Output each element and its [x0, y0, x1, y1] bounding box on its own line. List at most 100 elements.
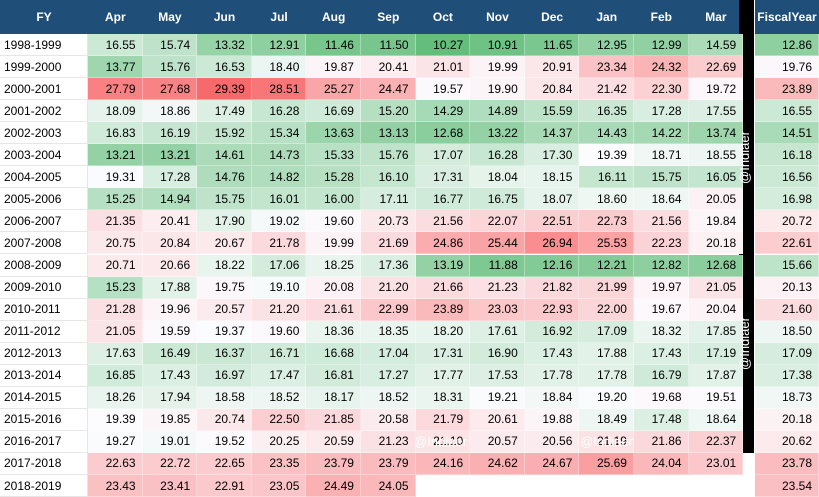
value-cell: 20.08: [306, 276, 361, 299]
value-cell: 21.23: [361, 430, 416, 453]
value-cell: 17.43: [634, 342, 689, 365]
fiscal-year-cell: 23.89: [755, 78, 819, 101]
value-cell: 17.36: [361, 254, 416, 277]
value-cell: 17.61: [470, 320, 525, 343]
value-cell: 16.81: [306, 364, 361, 387]
value-cell: 16.55: [88, 34, 143, 56]
value-cell: 19.99: [306, 232, 361, 255]
value-cell: 19.99: [470, 56, 525, 79]
fiscal-year-cell: 21.60: [755, 298, 819, 321]
header-month-mar: Mar: [688, 0, 744, 34]
value-cell: 14.37: [524, 122, 580, 145]
value-cell: 15.76: [361, 144, 416, 167]
fy-label-2000-2001: 2000-2001: [0, 78, 88, 101]
value-cell: 24.62: [470, 452, 525, 475]
value-cell: 22.07: [470, 210, 525, 233]
value-cell: 14.89: [470, 100, 525, 123]
value-cell: 21.05: [688, 276, 744, 299]
header-month-apr: Apr: [88, 0, 143, 34]
header-month-oct: Oct: [415, 0, 471, 34]
value-cell: 17.88: [579, 342, 634, 365]
value-cell: 20.58: [361, 408, 416, 431]
value-cell: 18.64: [688, 408, 744, 431]
value-cell: 13.22: [470, 122, 525, 145]
value-cell: 21.20: [251, 298, 307, 321]
value-cell: 19.59: [142, 320, 198, 343]
value-cell: 19.57: [415, 78, 471, 101]
value-cell: 20.91: [524, 56, 580, 79]
value-cell: 22.63: [88, 452, 143, 475]
value-cell: 14.22: [634, 122, 689, 145]
fiscal-year-cell: 17.09: [755, 342, 819, 365]
value-cell: 21.01: [415, 56, 471, 79]
value-cell: 21.19: [579, 430, 634, 453]
value-cell: 16.49: [142, 342, 198, 365]
value-cell: 18.36: [306, 320, 361, 343]
fy-label-2015-2016: 2015-2016: [0, 408, 88, 431]
value-cell: 15.74: [142, 34, 198, 56]
header-month-feb: Feb: [634, 0, 689, 34]
fiscal-year-cell: 20.13: [755, 276, 819, 299]
value-cell: 12.16: [524, 254, 580, 277]
value-cell: 23.79: [306, 452, 361, 475]
value-cell: 19.20: [579, 386, 634, 409]
watermark-vertical-bottom: @Indiaer: [736, 317, 752, 370]
fy-label-2005-2006: 2005-2006: [0, 188, 88, 211]
value-cell: 20.61: [470, 408, 525, 431]
value-cell: 11.65: [524, 34, 580, 56]
value-cell: 17.43: [142, 364, 198, 387]
value-cell: 19.02: [251, 210, 307, 233]
fy-label-2004-2005: 2004-2005: [0, 166, 88, 189]
value-cell: 23.41: [142, 475, 198, 497]
fy-label-2007-2008: 2007-2008: [0, 232, 88, 255]
value-cell: 22.23: [634, 232, 689, 255]
value-cell: 18.35: [361, 320, 416, 343]
value-cell: 21.78: [251, 232, 307, 255]
value-cell: 14.29: [415, 100, 471, 123]
value-cell: 22.99: [361, 298, 416, 321]
value-cell: 19.67: [634, 298, 689, 321]
value-cell: 16.97: [197, 364, 252, 387]
value-cell: 14.82: [251, 166, 307, 189]
value-cell: 17.53: [470, 364, 525, 387]
value-cell: 16.79: [634, 364, 689, 387]
value-cell: 14.73: [251, 144, 307, 167]
fy-label-2003-2004: 2003-2004: [0, 144, 88, 167]
value-cell: 25.53: [579, 232, 634, 255]
value-cell: 15.20: [361, 100, 416, 123]
value-cell: 22.73: [579, 210, 634, 233]
value-cell: 18.07: [524, 188, 580, 211]
value-cell: 18.17: [306, 386, 361, 409]
value-cell: 18.20: [415, 320, 471, 343]
value-cell: 16.53: [197, 56, 252, 79]
value-cell: 15.25: [88, 188, 143, 211]
value-cell: 17.28: [142, 166, 198, 189]
value-cell: 17.94: [142, 386, 198, 409]
header-fiscal-year: Fiscal Year: [755, 0, 819, 34]
header-month-jul: Jul: [251, 0, 307, 34]
fy-label-2010-2011: 2010-2011: [0, 298, 88, 321]
value-cell: 22.72: [142, 452, 198, 475]
value-cell: 20.75: [88, 232, 143, 255]
value-cell: 13.63: [306, 122, 361, 145]
value-cell: 23.03: [470, 298, 525, 321]
value-cell: 17.04: [361, 342, 416, 365]
fiscal-year-cell: 12.86: [755, 34, 819, 56]
fy-label-2018-2019: 2018-2019: [0, 475, 88, 497]
fiscal-year-cell: 20.62: [755, 430, 819, 453]
value-cell: 19.39: [579, 144, 634, 167]
value-cell: 27.79: [88, 78, 143, 101]
value-cell: 17.28: [634, 100, 689, 123]
value-cell: 15.34: [251, 122, 307, 145]
value-cell: 19.01: [142, 430, 198, 453]
value-cell: 23.43: [88, 475, 143, 497]
value-cell: 18.52: [361, 386, 416, 409]
value-cell: 18.60: [579, 188, 634, 211]
value-cell: 15.92: [197, 122, 252, 145]
value-cell: 21.20: [361, 276, 416, 299]
header-month-jun: Jun: [197, 0, 252, 34]
value-cell: 20.67: [197, 232, 252, 255]
value-cell: 12.95: [579, 34, 634, 56]
value-cell: 12.21: [579, 254, 634, 277]
